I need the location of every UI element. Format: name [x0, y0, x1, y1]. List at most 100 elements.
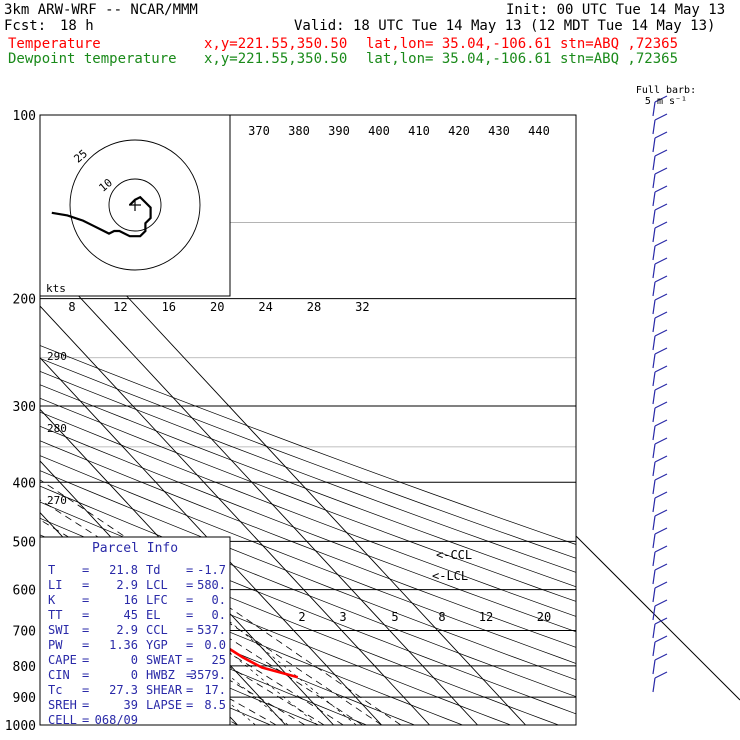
- dewpoint-lat-lon: lat,lon= 35.04,-106.61: [366, 51, 552, 67]
- theta-label: 440: [528, 124, 550, 138]
- wind-barb: [652, 95, 668, 117]
- model-title: 3km ARW-WRF -- NCAR/MMM: [4, 2, 198, 18]
- parcel-param-eq: =: [186, 683, 193, 697]
- wind-barb: [652, 167, 668, 189]
- wind-barb-flag: [654, 473, 668, 481]
- wind-barb-staff: [652, 353, 656, 369]
- parcel-param-name: HWBZ: [146, 668, 175, 682]
- pressure-tick-label: 1000: [5, 719, 36, 734]
- parcel-param-value: 3579.: [190, 668, 226, 682]
- wind-barb: [652, 491, 668, 513]
- dewpoint-station: stn=ABQ ,72365: [560, 51, 679, 67]
- barb-legend-title: Full barb:: [636, 85, 696, 96]
- parcel-param-eq: =: [186, 698, 193, 712]
- pressure-tick-label: 700: [13, 625, 36, 640]
- ccl-marker: <-CCL: [436, 548, 472, 562]
- init-time: Init: 00 UTC Tue 14 May 13: [506, 2, 726, 18]
- wind-barb-flag: [654, 599, 668, 607]
- wind-barb-staff: [652, 335, 656, 351]
- wind-barb: [652, 653, 668, 675]
- wind-barb-flag: [654, 455, 668, 463]
- wind-barb-staff: [652, 497, 656, 513]
- wind-barb-flag: [654, 203, 668, 211]
- parcel-param-value: 25: [212, 653, 226, 667]
- parcel-param-value: -1.7: [197, 563, 226, 577]
- parcel-param-eq: =: [82, 683, 89, 697]
- wind-barb-staff: [652, 641, 656, 657]
- parcel-param-value: 21.8: [109, 563, 138, 577]
- parcel-param-value: 27.3: [109, 683, 138, 697]
- parcel-param-eq: =: [186, 608, 193, 622]
- wind-barb-staff: [652, 551, 656, 567]
- wind-barb: [652, 239, 668, 261]
- forecast-label: Fcst:: [4, 18, 47, 34]
- parcel-param-eq: =: [186, 593, 193, 607]
- diagram-corner-mask: [576, 536, 740, 740]
- wind-barb-staff: [652, 461, 656, 477]
- mixing-ratio-label: 5: [391, 610, 398, 624]
- wind-barb: [652, 599, 668, 621]
- parcel-param-name: LFC: [146, 593, 168, 607]
- parcel-param-value: 2.9: [116, 623, 138, 637]
- temperature-grid-point: x,y=221.55,350.50: [204, 36, 348, 52]
- wind-barb-flag: [654, 275, 668, 283]
- valid-time: Valid: 18 UTC Tue 14 May 13 (12 MDT Tue …: [294, 18, 716, 34]
- parcel-param-value: 0: [131, 668, 138, 682]
- parcel-info-row: PW = 1.36 YGP = 0.0: [48, 638, 226, 652]
- parcel-param-name: LI: [48, 578, 62, 592]
- wind-barb-flag: [654, 257, 668, 265]
- wind-barb-flag: [654, 365, 668, 373]
- hodograph-trace: [51, 195, 152, 238]
- wind-barb: [652, 203, 668, 225]
- theta-label: 400: [368, 124, 390, 138]
- theta-label: 410: [408, 124, 430, 138]
- parcel-info-row: SWI = 2.9 CCL = 537.: [48, 623, 226, 637]
- wind-barb: [652, 185, 668, 207]
- wind-barb-flag: [654, 95, 668, 103]
- dewpoint-legend-label: Dewpoint temperature: [8, 51, 177, 67]
- diagram-corner-edge: [575, 535, 740, 701]
- mixing-ratio-label: 32: [355, 300, 369, 314]
- wind-barb-flag: [654, 131, 668, 139]
- wind-barb: [652, 329, 668, 351]
- dry-adiabat-line: [40, 485, 576, 697]
- parcel-param-name: LAPSE: [146, 698, 182, 712]
- mixing-ratio-label: 12: [113, 300, 127, 314]
- parcel-param-eq: =: [186, 638, 193, 652]
- wind-barb-staff: [652, 281, 656, 297]
- dry-adiabat-line: [40, 455, 576, 664]
- wind-barb-flag: [654, 437, 668, 445]
- parcel-param-eq: =: [186, 623, 193, 637]
- parcel-param-name: SWI: [48, 623, 70, 637]
- pressure-tick-label: 500: [13, 535, 36, 550]
- wind-barb-flag: [654, 149, 668, 157]
- wind-barb: [652, 311, 668, 333]
- parcel-info-row: CAPE = 0 SWEAT = 25: [48, 653, 226, 667]
- parcel-param-value: 17.: [204, 683, 226, 697]
- pressure-tick-label: 800: [13, 660, 36, 675]
- wind-barb-flag: [654, 167, 668, 175]
- pressure-tick-label: 600: [13, 584, 36, 599]
- parcel-param-eq: =: [186, 563, 193, 577]
- parcel-param-name: SWEAT: [146, 653, 182, 667]
- wind-barb-staff: [652, 245, 656, 261]
- theta-label: 370: [248, 124, 270, 138]
- parcel-param-eq: =: [82, 638, 89, 652]
- pressure-tick-label: 300: [13, 400, 36, 415]
- theta-label: 380: [288, 124, 310, 138]
- wind-barb-staff: [652, 209, 656, 225]
- wind-barb-staff: [652, 263, 656, 279]
- parcel-param-name: K: [48, 593, 56, 607]
- parcel-param-name: PW: [48, 638, 63, 652]
- wind-barb-staff: [652, 101, 656, 117]
- wind-barb: [652, 383, 668, 405]
- dry-adiabat-line: [40, 345, 576, 545]
- isotherm-line: [40, 357, 382, 725]
- dry-adiabat-label: 280: [47, 422, 67, 435]
- wind-barb-flag: [654, 635, 668, 643]
- wind-barb: [652, 401, 668, 423]
- wind-barb-flag: [654, 671, 668, 679]
- wind-barb: [652, 113, 668, 135]
